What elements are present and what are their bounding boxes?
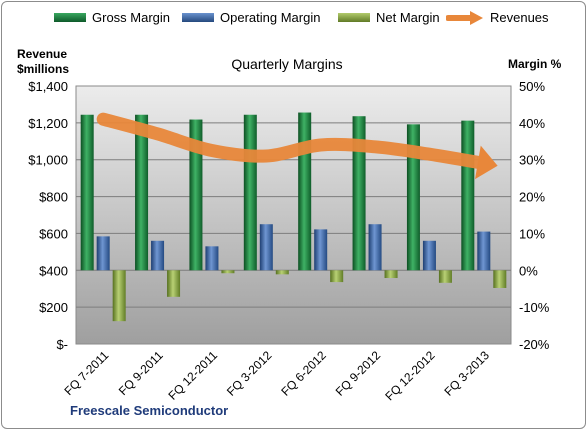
- company-name: Freescale Semiconductor: [70, 403, 229, 418]
- legend-gross-margin: Gross Margin: [54, 10, 170, 25]
- gross-margin-bar: [135, 114, 149, 271]
- right-tick-label: 0%: [519, 263, 538, 278]
- gross-margin-bar: [461, 120, 475, 271]
- net-margin-bar: [112, 270, 126, 322]
- plot-area: $- -20% $200 -10% $400 0% $600 10% $800 20% $1,000…: [28, 79, 550, 403]
- right-tick-label: -10%: [519, 300, 550, 315]
- gross-margin-bar: [243, 114, 257, 271]
- chart-title: Quarterly Margins: [231, 56, 343, 72]
- left-tick-label: $1,000: [28, 153, 68, 168]
- left-tick-label: $-: [56, 337, 68, 352]
- operating-margin-bar: [151, 240, 165, 271]
- gross-margin-bar: [189, 119, 203, 271]
- gross-margin-bar: [406, 124, 420, 271]
- operating-margin-bar: [422, 240, 436, 271]
- revenues-arrowhead: [475, 145, 498, 180]
- category-label: FQ 3-2013: [441, 348, 492, 399]
- net-margin-bar: [493, 270, 507, 288]
- legend-gross-label: Gross Margin: [92, 10, 171, 25]
- revenues-line: [96, 112, 491, 170]
- legend-net-label: Net Margin: [376, 10, 440, 25]
- category-label: FQ 9-2011: [116, 348, 166, 398]
- category-label: FQ 7-2011: [61, 348, 111, 398]
- right-tick-label: 20%: [519, 190, 545, 205]
- left-axis-title-line1: Revenue: [17, 47, 68, 61]
- left-axis-title: Revenue $millions: [17, 47, 69, 77]
- gross-margin-swatch: [54, 13, 86, 22]
- net-margin-bar: [438, 270, 452, 283]
- gross-margin-bar: [80, 114, 94, 271]
- right-tick-label: -20%: [519, 337, 550, 352]
- net-margin-bar: [275, 270, 289, 275]
- operating-margin-bar: [368, 224, 382, 271]
- net-margin-bar: [167, 270, 181, 297]
- right-axis-title: Margin %: [508, 57, 562, 71]
- net-margin-bar: [384, 270, 398, 279]
- left-tick-label: $200: [39, 300, 68, 315]
- operating-margin-bar: [477, 231, 491, 271]
- revenues-arrow-swatch: [446, 10, 483, 25]
- operating-margin-bar: [96, 236, 110, 271]
- category-label: FQ 6-2012: [278, 348, 329, 399]
- left-tick-label: $1,400: [28, 79, 68, 94]
- legend-operating-label: Operating Margin: [220, 10, 321, 25]
- gross-margin-bar: [352, 116, 366, 271]
- left-tick-label: $800: [39, 190, 68, 205]
- net-margin-swatch: [338, 13, 370, 22]
- operating-margin-bar: [259, 224, 273, 271]
- left-tick-label: $600: [39, 226, 68, 241]
- net-margin-bar: [330, 270, 344, 283]
- left-tick-label: $400: [39, 263, 68, 278]
- right-tick-label: 30%: [519, 153, 545, 168]
- legend-operating-margin: Operating Margin: [182, 10, 320, 25]
- category-label: FQ 9-2012: [333, 348, 384, 399]
- right-tick-label: 50%: [519, 79, 545, 94]
- category-label: FQ 12-2011: [166, 348, 221, 403]
- legend: Gross Margin Operating Margin Net Margin…: [2, 10, 585, 30]
- legend-net-margin: Net Margin: [338, 10, 440, 25]
- category-label: FQ 3-2012: [224, 348, 275, 399]
- category-label: FQ 12-2012: [382, 348, 437, 403]
- right-tick-label: 40%: [519, 116, 545, 131]
- right-tick-label: 10%: [519, 226, 545, 241]
- operating-margin-bar: [314, 229, 328, 271]
- left-tick-label: $1,200: [28, 116, 68, 131]
- legend-revenues-label: Revenues: [490, 10, 549, 25]
- operating-margin-bar: [205, 246, 219, 271]
- net-margin-bar: [221, 270, 235, 274]
- gross-margin-bar: [298, 112, 312, 271]
- operating-margin-swatch: [182, 13, 214, 22]
- left-axis-title-line2: $millions: [17, 62, 70, 76]
- legend-revenues: Revenues: [446, 10, 549, 25]
